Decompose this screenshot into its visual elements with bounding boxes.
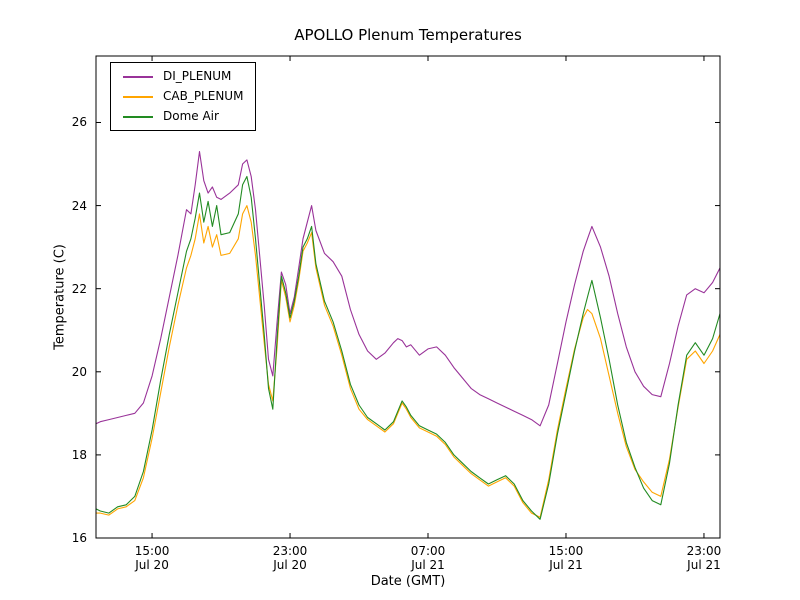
legend-item-dome-air: Dome Air [123,109,243,124]
legend-label: DI_PLENUM [163,69,232,83]
y-tick-label: 26 [71,115,87,130]
y-tick-label: 20 [71,364,87,379]
legend-label: CAB_PLENUM [163,89,244,103]
x-tick-label: 23:00 Jul 20 [272,544,308,572]
x-tick-label: 23:00 Jul 21 [686,544,722,572]
legend: DI_PLENUM CAB_PLENUM Dome Air [110,62,257,131]
legend-item-cab-plenum: CAB_PLENUM [123,89,243,104]
dome-air-line-icon [123,115,153,118]
series-line-DI_PLENUM [96,151,720,427]
series-line-CAB_PLENUM [96,205,720,518]
legend-item-di-plenum: DI_PLENUM [123,69,243,84]
y-tick-label: 24 [71,198,87,213]
series-line-Dome Air [96,175,720,520]
x-tick-label: 07:00 Jul 21 [410,544,446,572]
plot-border [95,55,721,539]
x-tick-label: 15:00 Jul 21 [548,544,584,572]
y-tick-label: 16 [71,531,87,545]
x-tick-label: 15:00 Jul 20 [134,544,170,572]
di-plenum-line-icon [123,75,153,78]
legend-label: Dome Air [163,109,219,123]
y-axis-label: Temperature (C) [52,244,68,350]
y-tick-label: 22 [71,281,87,296]
x-axis-label: Date (GMT) [370,574,446,589]
y-tick-label: 18 [71,447,87,462]
chart-title: APOLLO Plenum Temperatures [294,26,522,44]
cab-plenum-line-icon [123,95,153,98]
axis-ticks [96,56,720,539]
